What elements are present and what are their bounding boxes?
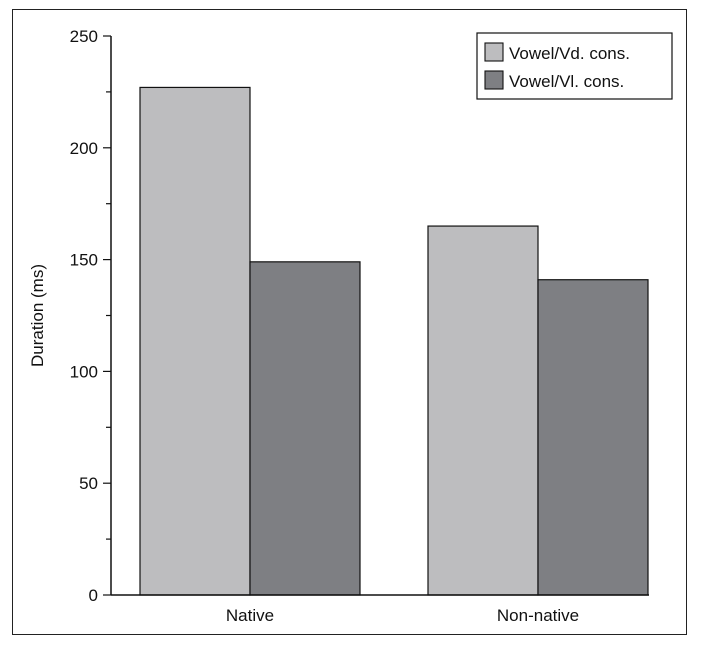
bar-vl-non-native — [537, 279, 649, 596]
y-tick-label: 0 — [89, 586, 98, 605]
y-axis-ticks: 0 50 100 150 200 250 — [70, 27, 111, 605]
bar-vl-native — [249, 261, 361, 596]
legend-label: Vowel/Vd. cons. — [509, 44, 630, 63]
chart-frame — [12, 9, 687, 635]
y-tick-label: 200 — [70, 139, 98, 158]
bar-vd-non-native — [427, 225, 539, 596]
legend-swatch — [484, 42, 504, 62]
x-tick-label: Non-native — [497, 606, 579, 625]
y-tick-label: 250 — [70, 27, 98, 46]
x-tick-label: Native — [226, 606, 274, 625]
legend-swatch — [484, 70, 504, 90]
y-axis-title: Duration (ms) — [28, 264, 47, 367]
legend-label: Vowel/Vl. cons. — [509, 72, 624, 91]
bars-group — [139, 86, 649, 596]
y-tick-label: 100 — [70, 362, 98, 381]
legend: Vowel/Vd. cons. Vowel/Vl. cons. — [476, 32, 673, 100]
bar-vd-native — [139, 86, 251, 596]
x-axis-ticks: Native Non-native — [226, 606, 579, 625]
y-tick-label: 150 — [70, 251, 98, 270]
legend-box — [476, 32, 673, 100]
y-tick-label: 50 — [79, 474, 98, 493]
